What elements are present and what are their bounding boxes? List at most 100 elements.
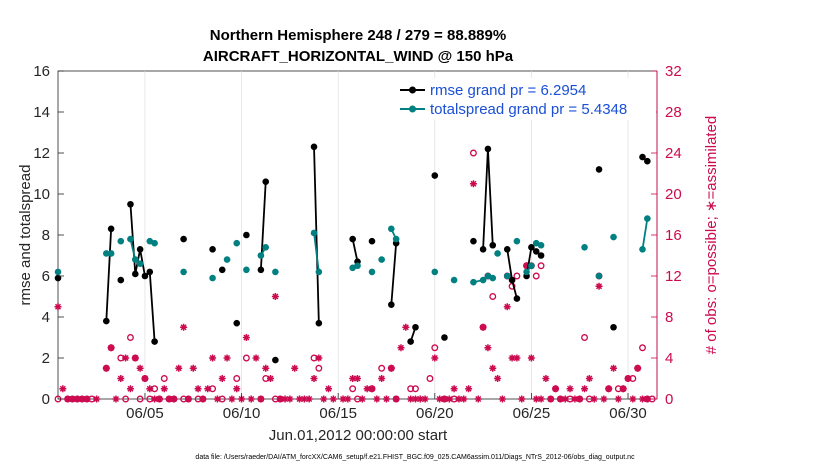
spread-point (180, 268, 187, 276)
rmse-point (537, 252, 545, 259)
obs-assimilated-point (585, 375, 593, 382)
obs-assimilated-point (242, 334, 250, 341)
x-axis-label: Jun.01,2012 00:00:00 start (269, 427, 448, 444)
obs-assimilated-point (590, 395, 598, 403)
y-axis-right-label: # of obs: o=possible; ∗=assimilated (703, 116, 720, 355)
spread-point (388, 225, 395, 233)
rmse-point (180, 235, 187, 243)
obs-possible-point (431, 344, 439, 352)
spread-point (431, 268, 439, 276)
spread-point (354, 262, 361, 270)
obs-possible-point (127, 334, 134, 341)
obs-assimilated-point (73, 395, 81, 403)
rmse-point (272, 356, 279, 364)
obs-assimilated-point (552, 385, 560, 393)
obs-assimilated-point (465, 385, 473, 393)
rmse-point (407, 338, 414, 345)
obs-assimilated-point (310, 375, 318, 382)
obs-assimilated-point (344, 395, 352, 403)
obs-assimilated-point (107, 344, 115, 352)
spread-point (528, 262, 535, 270)
obs-assimilated-point (494, 375, 502, 382)
x-axis: 06/05 06/10 06/15 06/20 06/25 06/30 (126, 393, 647, 422)
rmse-point (146, 268, 154, 276)
obs-assimilated-point (392, 395, 400, 403)
spread-point (136, 260, 144, 268)
obs-assimilated-point (151, 395, 159, 403)
x-tick-label: 06/25 (513, 405, 551, 422)
obs-assimilated-point (556, 395, 564, 403)
obs-assimilated-point (624, 375, 632, 382)
obs-assimilated-point (199, 395, 207, 403)
obs-assimilated-point (209, 354, 217, 362)
y-right-tick-label: 20 (665, 186, 682, 203)
obs-assimilated-point (213, 395, 221, 403)
y-right-tick-label: 28 (665, 104, 682, 121)
legend-spread-marker (409, 105, 416, 113)
obs-possible-point (233, 375, 241, 382)
rmse-point (141, 272, 149, 280)
x-tick-label: 06/15 (319, 405, 357, 422)
obs-assimilated-point (358, 395, 366, 403)
obs-possible-point (537, 262, 545, 270)
spread-point (272, 268, 279, 276)
obs-assimilated-point (165, 395, 173, 403)
obs-assimilated-point (267, 375, 275, 382)
obs-assimilated-point (595, 282, 603, 290)
legend-rmse-marker (409, 86, 416, 94)
y-left-tick-label: 0 (42, 391, 50, 408)
y-axis-right: 0 4 8 12 16 20 24 28 32 (651, 63, 682, 408)
spread-point (639, 246, 646, 253)
obs-assimilated-point (460, 395, 468, 403)
obs-assimilated-point (155, 395, 163, 403)
y-right-tick-label: 8 (665, 309, 673, 326)
spread-point (243, 266, 250, 274)
rmse-point (136, 246, 144, 253)
obs-assimilated-point (542, 375, 550, 382)
y-left-tick-label: 14 (33, 104, 50, 121)
series-layer (54, 77, 651, 364)
obs-assimilated-point (498, 395, 506, 403)
spread-point (537, 241, 545, 249)
footer-data-file: data file: /Users/raeder/DAI/ATM_forcXX/… (195, 454, 635, 461)
rmse-line-segment (390, 243, 398, 305)
obs-assimilated-point (271, 293, 279, 300)
spread-point (209, 274, 216, 282)
rmse-point (470, 237, 477, 245)
obs-assimilated-point (223, 354, 231, 362)
legend-box (394, 78, 656, 120)
obs-possible-point (349, 385, 357, 393)
spread-point (223, 256, 231, 263)
spread-point (151, 239, 158, 247)
obs-assimilated-point (523, 262, 531, 270)
spread-point (368, 268, 376, 276)
y-right-tick-label: 0 (665, 391, 673, 408)
obs-assimilated-point (378, 375, 386, 382)
obs-possible-point (532, 272, 540, 280)
y-right-tick-label: 4 (665, 350, 673, 367)
obs-assimilated-point (204, 385, 212, 393)
x-tick-label: 06/20 (416, 405, 454, 422)
spread-point (489, 274, 497, 282)
obs-possible-point (136, 395, 144, 403)
spread-point (233, 239, 241, 247)
obs-assimilated-point (571, 395, 579, 403)
obs-assimilated-point (639, 395, 647, 403)
obs-assimilated-point (325, 385, 333, 393)
x-tick-label: 06/10 (223, 405, 261, 422)
obs-possible-point (412, 385, 419, 393)
rmse-point (243, 231, 250, 239)
obs-assimilated-point (629, 395, 637, 403)
y-left-tick-label: 6 (42, 268, 50, 285)
rmse-point (151, 338, 158, 345)
spread-point (392, 235, 400, 243)
rmse-point (595, 166, 603, 173)
rmse-point (349, 235, 356, 243)
obs-assimilated-point (581, 385, 589, 393)
spread-point (117, 237, 125, 245)
spread-point (581, 244, 588, 251)
obs-assimilated-point (614, 395, 622, 403)
rmse-point (503, 246, 511, 253)
spread-point (378, 256, 385, 263)
